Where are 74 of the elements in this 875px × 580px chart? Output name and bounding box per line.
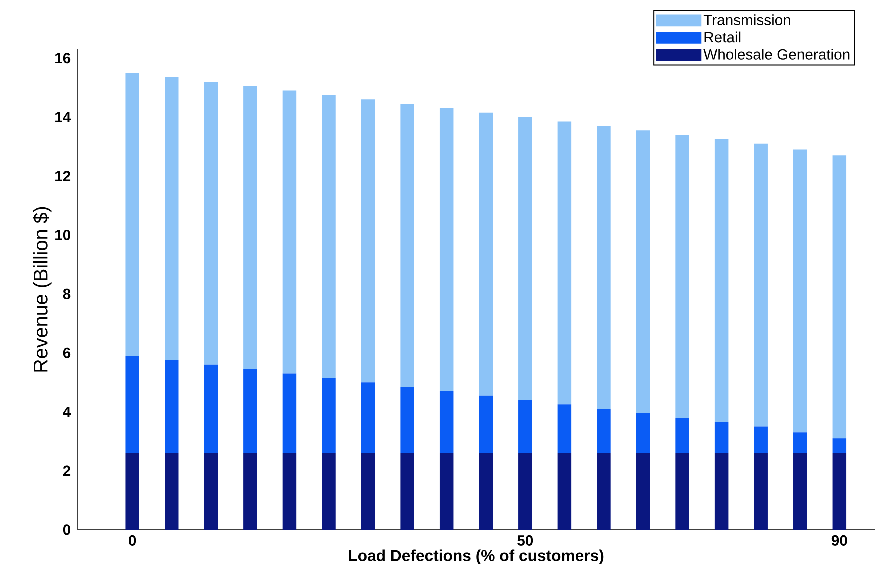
- bar: [558, 404, 572, 454]
- bar: [479, 112, 493, 396]
- bar: [204, 453, 218, 530]
- bar: [165, 453, 179, 530]
- bar: [636, 413, 650, 454]
- y-tick-label: 8: [63, 288, 71, 300]
- y-axis-title: Revenue (Billion $): [32, 207, 52, 372]
- bar: [794, 432, 808, 454]
- bar: [126, 453, 140, 530]
- y-tick-label: 16: [56, 52, 71, 64]
- bar: [518, 453, 532, 530]
- bar: [204, 82, 218, 365]
- bar: [282, 374, 297, 454]
- bar: [832, 438, 847, 454]
- bar: [832, 453, 847, 530]
- bar: [597, 453, 611, 530]
- y-tick-label: 12: [56, 170, 71, 182]
- bar: [676, 453, 690, 530]
- bar: [400, 453, 414, 530]
- bar: [322, 378, 336, 454]
- bar: [832, 155, 847, 438]
- bar: [518, 400, 532, 454]
- bar: [479, 453, 493, 530]
- bar: [479, 396, 493, 454]
- bar: [754, 426, 768, 454]
- bar: [165, 77, 179, 360]
- bar: [754, 144, 768, 427]
- bar: [597, 408, 611, 454]
- bar: [714, 453, 729, 530]
- bar: [794, 150, 808, 432]
- bar: [754, 453, 768, 530]
- bar: [400, 104, 414, 387]
- y-tick-label: 2: [63, 466, 71, 476]
- x-axis-title: Load Defections (% of customers): [349, 550, 604, 564]
- bar: [361, 99, 376, 382]
- y-tick-label: 0: [63, 524, 71, 535]
- bar: [440, 453, 454, 530]
- bar: [440, 391, 454, 454]
- bar: [400, 386, 414, 454]
- bar: [518, 117, 532, 400]
- x-tick-label: 0: [129, 535, 136, 546]
- bar: [794, 453, 808, 530]
- bar: [361, 453, 376, 530]
- bar: [126, 72, 140, 356]
- bar: [322, 94, 336, 378]
- legend-label: Retail: [704, 32, 741, 42]
- bar: [714, 422, 729, 454]
- y-tick-label: 14: [56, 112, 72, 122]
- bar: [165, 360, 179, 454]
- bar: [282, 90, 297, 374]
- bar: [244, 369, 258, 454]
- y-tick-label: 10: [56, 230, 71, 240]
- x-tick-label: 50: [518, 535, 534, 546]
- bar: [244, 453, 258, 530]
- bar: [361, 382, 376, 454]
- bar: [676, 418, 690, 454]
- bar: [244, 86, 258, 370]
- legend-label: Transmission: [704, 14, 790, 26]
- bar: [676, 134, 690, 418]
- bar: [282, 453, 297, 530]
- bar: [322, 453, 336, 530]
- bar: [636, 130, 650, 414]
- bar: [636, 453, 650, 530]
- bar: [204, 364, 218, 454]
- bar: [126, 356, 140, 454]
- y-tick-label: 4: [63, 406, 72, 417]
- x-tick-label: 90: [832, 535, 848, 546]
- bar: [558, 122, 572, 404]
- bar: [597, 126, 611, 409]
- legend-label: Wholesale Generation: [704, 48, 850, 60]
- y-tick-label: 6: [63, 348, 71, 358]
- bar: [440, 108, 454, 392]
- bar: [558, 453, 572, 530]
- bar: [714, 139, 729, 422]
